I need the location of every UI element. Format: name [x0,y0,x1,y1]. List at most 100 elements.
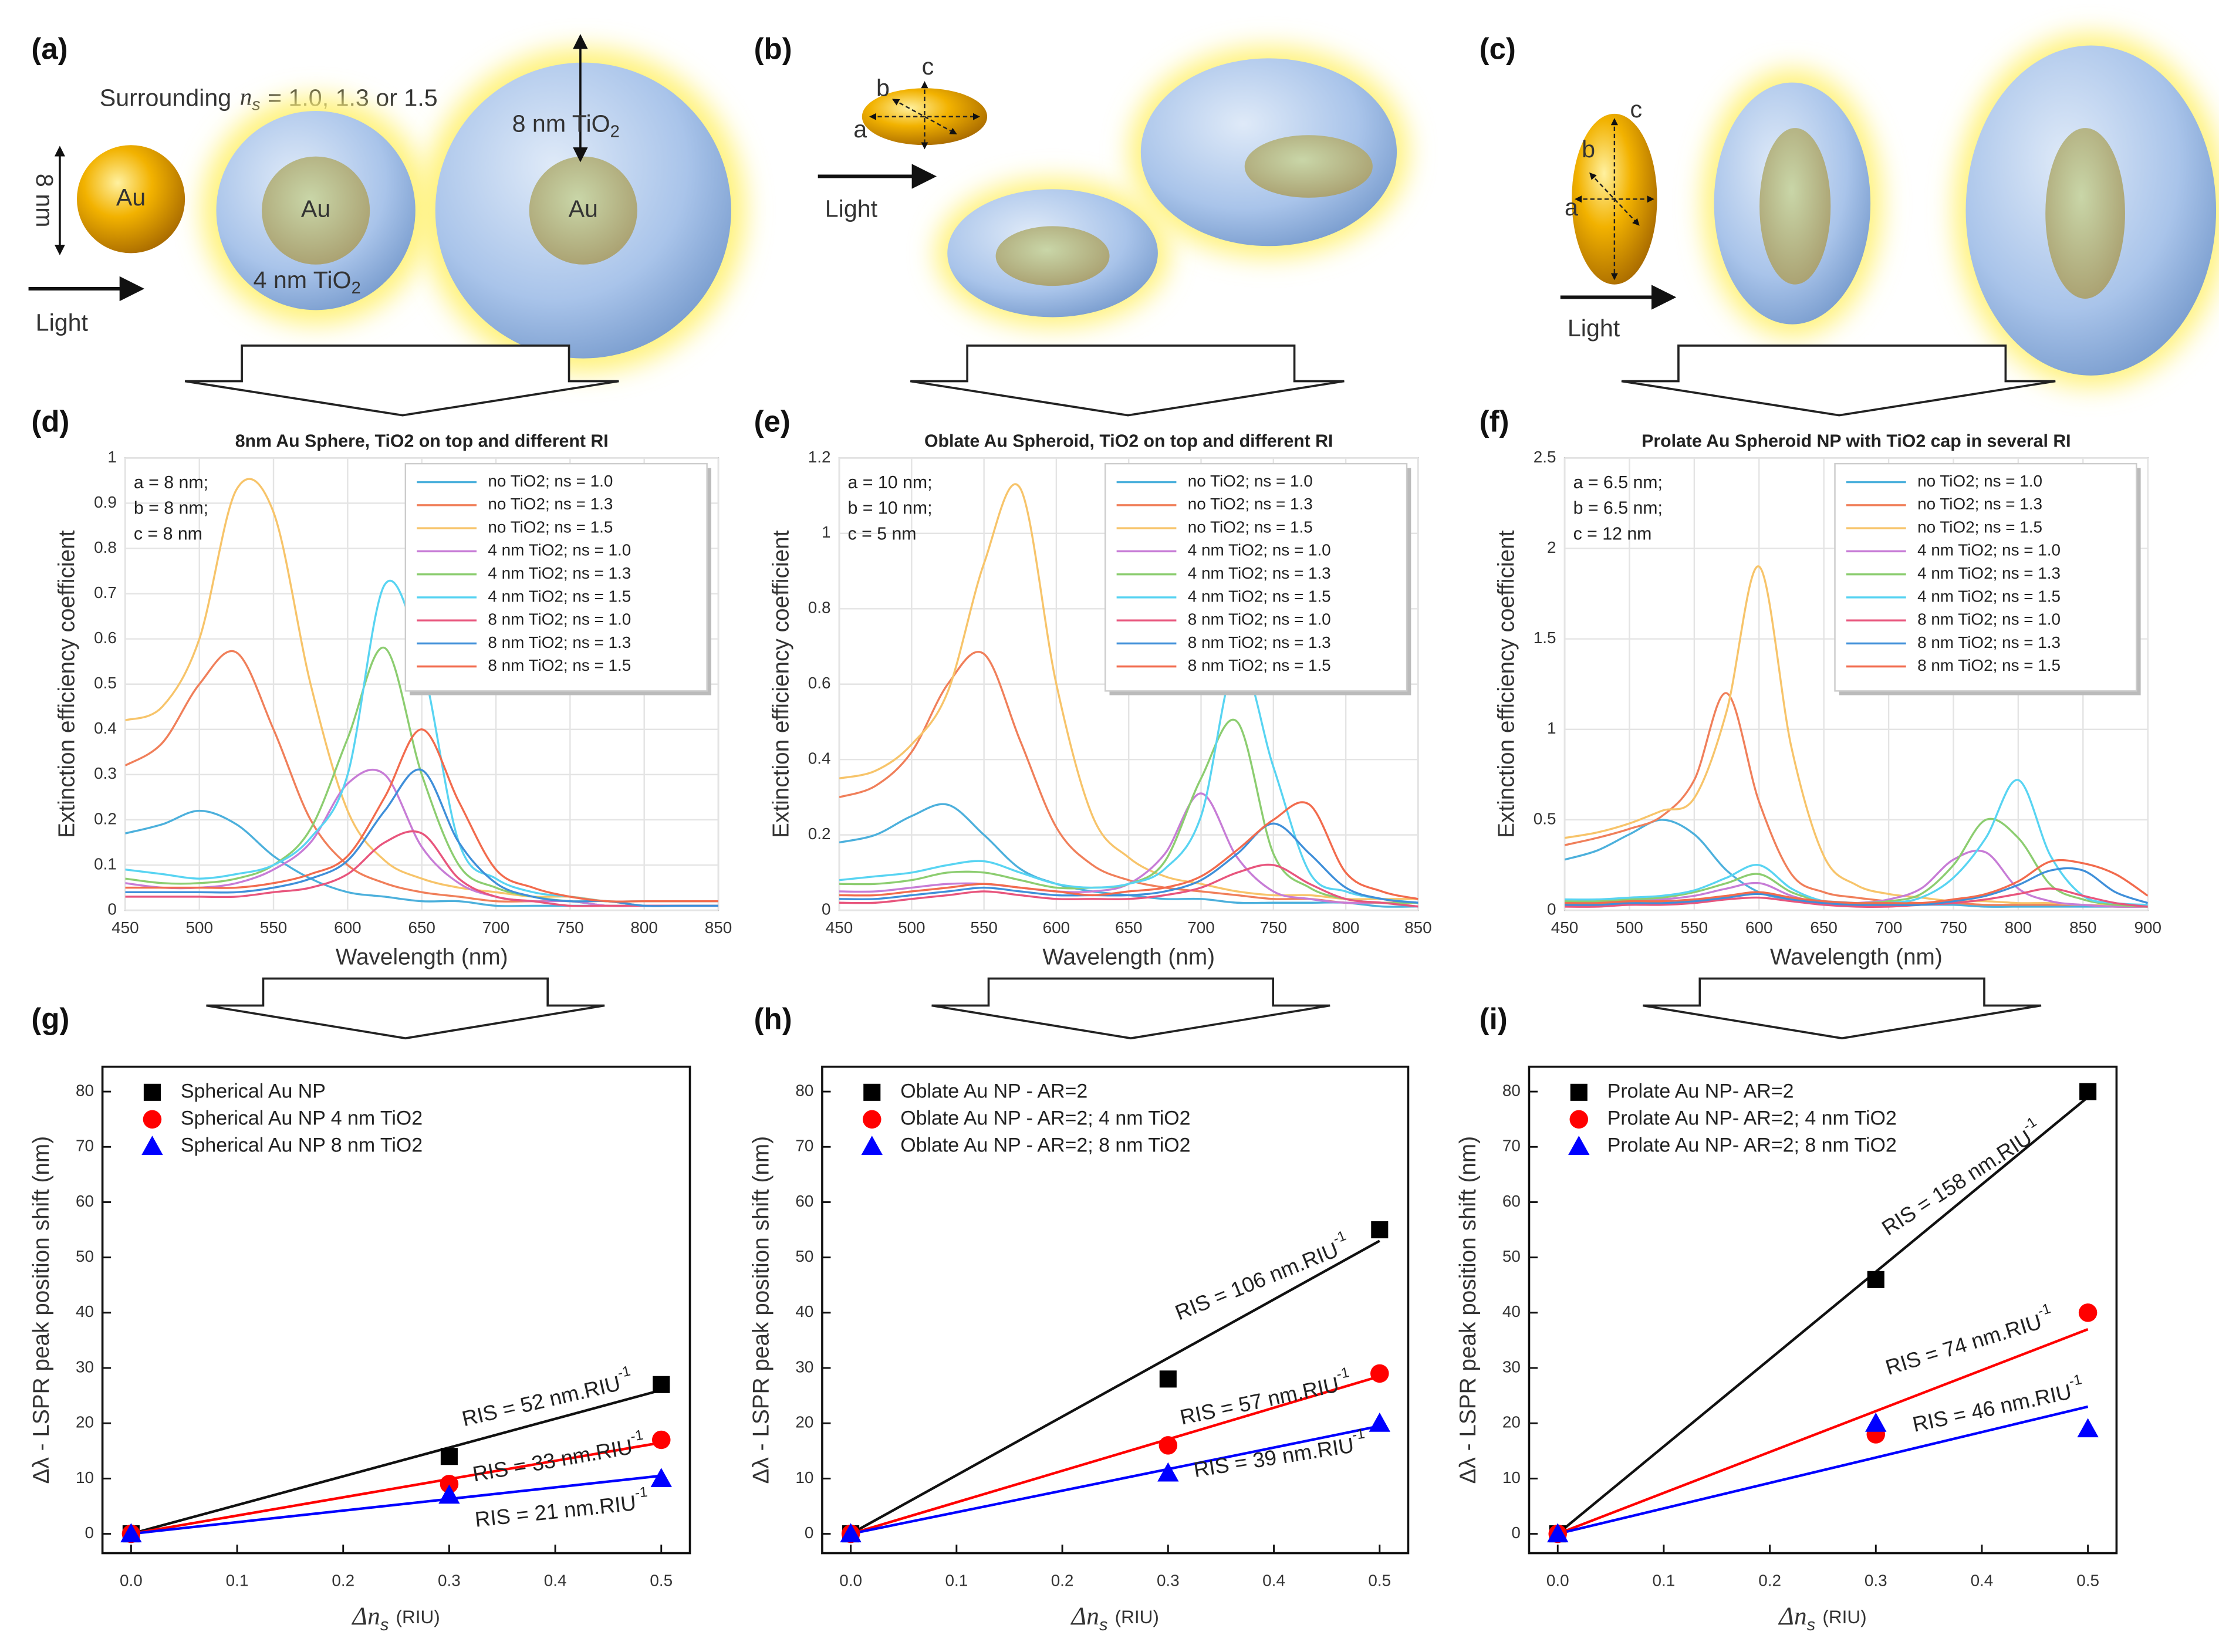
y-tick-label: 1 [1547,719,1556,737]
axis-label: b [876,75,890,102]
legend-label: Oblate Au NP - AR=2 [900,1080,1087,1102]
x-tick-label: 0.1 [945,1571,968,1589]
x-axis-label: Wavelength (nm) [1042,945,1215,970]
y-tick-label: 2.5 [1534,448,1556,466]
x-label-main: Δn [351,1602,380,1630]
legend-label: 4 nm TiO2; ns = 1.3 [1917,564,2061,582]
line-chart: (e) Oblate Au Spheroid, TiO2 on top and d… [754,405,1432,970]
x-tick-label: 700 [482,918,509,937]
x-label-sub: s [380,1616,389,1634]
y-tick-label: 0.5 [1534,809,1556,827]
curve [839,803,1418,908]
annotation-sup: -1 [2068,1372,2083,1390]
x-tick-label: 800 [1332,918,1359,937]
legend-label: no TiO2; ns = 1.0 [1917,472,2042,490]
x-tick-label: 450 [1551,918,1578,937]
au-core [995,226,1110,286]
legend-label: 8 nm TiO2; ns = 1.5 [1188,656,1331,674]
x-axis-label: Δns (RIU) [1070,1602,1159,1634]
legend-marker [143,1110,162,1129]
au-core [262,156,370,265]
parameter: b = 6.5 nm; [1573,499,1663,518]
axis [891,99,957,134]
legend-label: no TiO2; ns = 1.3 [1188,495,1313,513]
y-tick-label: 60 [1502,1192,1521,1210]
plot-frame [1528,1065,2118,1555]
y-tick-label: 10 [1502,1468,1521,1487]
x-tick-label: 0.0 [839,1571,862,1589]
y-tick-label: 0.3 [94,764,117,782]
marker [1547,1523,1569,1543]
axis-label: a [853,116,867,143]
y-tick-label: 20 [1502,1413,1521,1431]
x-tick-label: 750 [556,918,583,937]
y-tick-label: 0.6 [808,674,831,692]
axis-label: c [922,53,934,80]
flow-arrow [1621,344,2056,417]
annotation: RIS = 57 nm.RIU-1 [1177,1364,1353,1429]
x-axis-label: Wavelength (nm) [1770,945,1943,970]
y-tick-label: 10 [76,1468,94,1487]
fit-line [850,1375,1380,1535]
curve [839,801,1418,900]
flow-arrow [931,977,1330,1040]
scatter-chart: (h) 0 10 20 30 40 50 60 70 80 0.0 0.1 0.2 0.3 0.4 0.5 Δn… [748,1002,1410,1634]
annotation-sup: -1 [1351,1426,1366,1444]
legend-label: 8 nm TiO2; ns = 1.3 [488,633,631,651]
x-tick-label: 0.3 [1865,1571,1887,1589]
marker [1157,1462,1179,1482]
x-tick-label: 0.2 [1051,1571,1074,1589]
y-tick-label: 60 [795,1192,813,1210]
parameter: c = 12 nm [1573,524,1652,543]
y-tick-label: 20 [795,1413,813,1431]
au-core [529,156,637,265]
marker [1867,1271,1884,1288]
panel-label: (c) [1480,32,1516,66]
legend-label: 4 nm TiO2; ns = 1.5 [1188,587,1331,605]
x-tick-label: 550 [1681,918,1708,937]
au-sphere [76,145,185,254]
scatter-chart: (i) 0 10 20 30 40 50 60 70 80 0.0 0.1 0.2 0.3 0.4 0.5 Δn… [1455,1002,2118,1634]
y-tick-label: 0 [85,1523,94,1542]
surrounding-label: Surrounding ns = 1.0, 1.3 or 1.5 [100,83,438,114]
y-tick-label: 50 [795,1247,813,1265]
fit-line [850,1424,1380,1535]
x-tick-label: 850 [1404,918,1431,937]
y-tick-label: 20 [76,1413,94,1431]
fit-line [850,1239,1380,1535]
curve [839,822,1418,904]
y-tick-label: 1.2 [808,448,831,466]
y-tick-label: 30 [1502,1357,1521,1376]
parameter: b = 10 nm; [848,499,933,518]
curve [125,830,719,907]
y-tick-label: 0.2 [94,809,117,827]
marker [2078,1303,2098,1322]
legend-marker [143,1083,161,1101]
y-axis-label: Extinction efficiency coefficient [768,530,793,838]
legend-label: Spherical Au NP 8 nm TiO2 [181,1134,423,1156]
x-label-sub: s [1099,1616,1108,1634]
x-tick-label: 600 [1043,918,1070,937]
legend-label: no TiO2; ns = 1.5 [488,518,613,536]
marker [440,1475,459,1494]
panel-label: (f) [1480,405,1509,438]
flow-arrow [1643,977,2042,1040]
legend-label: 8 nm TiO2; ns = 1.3 [1188,633,1331,651]
annotation-text: RIS = 158 nm.RIU [1877,1125,2036,1240]
x-tick-label: 800 [2005,918,2032,937]
marker [438,1484,460,1504]
annotation: RIS = 46 nm.RIU-1 [1909,1372,2086,1437]
x-tick-label: 0.4 [544,1571,567,1589]
x-tick-label: 0.3 [438,1571,461,1589]
y-tick-label: 80 [76,1081,94,1099]
marker [2077,1418,2099,1438]
shell-label: 4 nm TiO2 [253,266,360,298]
y-tick-label: 0.4 [94,719,117,737]
curve [839,656,1418,904]
y-tick-label: 1.5 [1534,629,1556,647]
size-label: 8 nm [31,174,58,228]
au-core [2045,128,2125,299]
y-tick-label: 80 [1502,1081,1521,1099]
y-tick-label: 0 [822,900,830,918]
x-tick-label: 0.4 [1262,1571,1285,1589]
